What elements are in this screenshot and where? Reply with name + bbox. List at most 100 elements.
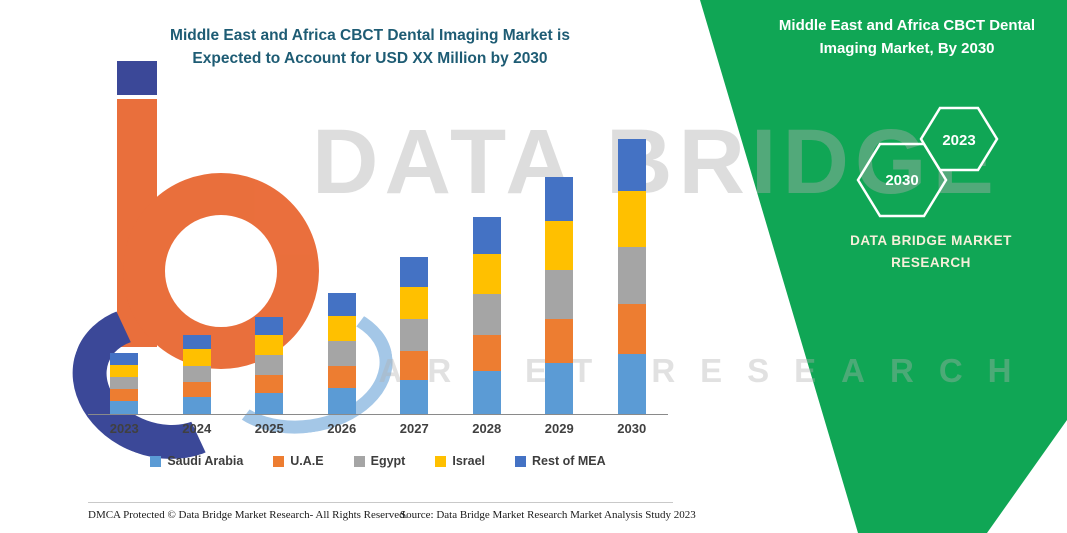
segment-egypt-2027 xyxy=(400,319,429,352)
chart-title: Middle East and Africa CBCT Dental Imagi… xyxy=(105,24,635,71)
chart-title-line2: Expected to Account for USD XX Million b… xyxy=(192,50,548,68)
segment-u-a-e-2030 xyxy=(617,303,646,355)
segment-rest-of-mea-2029 xyxy=(545,176,574,222)
x-axis-label-2026: 2026 xyxy=(327,421,357,436)
x-axis-label-2025: 2025 xyxy=(254,421,284,436)
legend-swatch-u-a-e xyxy=(273,455,285,467)
legend-item-israel: Israel xyxy=(435,454,485,468)
segment-rest-of-mea-2028 xyxy=(472,217,501,255)
hexagon-badges: 2030 2023 xyxy=(856,106,999,218)
bar-slot-2027 xyxy=(378,112,451,414)
stacked-bar-2029 xyxy=(545,176,574,414)
segment-egypt-2024 xyxy=(182,365,211,382)
segment-u-a-e-2027 xyxy=(400,351,429,380)
legend: Saudi Arabia U.A.E Egypt Israel Rest of MEA xyxy=(88,454,668,468)
legend-label-rest-of-mea: Rest of MEA xyxy=(532,454,606,468)
banner-title: Middle East and Africa CBCT Dental Imagi… xyxy=(758,14,1056,61)
segment-rest-of-mea-2027 xyxy=(400,257,429,287)
segment-u-a-e-2028 xyxy=(472,335,501,372)
segment-saudi-arabia-2030 xyxy=(617,354,646,414)
footer-source: Source: Data Bridge Market Research Mark… xyxy=(400,509,696,521)
segment-israel-2027 xyxy=(400,286,429,320)
banner-title-line2: Imaging Market, By 2030 xyxy=(819,40,995,58)
legend-label-israel: Israel xyxy=(452,454,486,468)
bar-slot-2025 xyxy=(233,112,306,414)
segment-rest-of-mea-2023 xyxy=(110,353,139,365)
brand-line2: RESEARCH xyxy=(891,254,971,270)
segment-israel-2030 xyxy=(617,190,646,247)
segment-egypt-2026 xyxy=(327,340,356,366)
segment-israel-2029 xyxy=(545,221,574,270)
brand-line1: DATA BRIDGE MARKET xyxy=(850,233,1012,248)
legend-label-u-a-e: U.A.E xyxy=(290,454,324,468)
legend-label-egypt: Egypt xyxy=(370,454,406,468)
legend-swatch-israel xyxy=(435,455,447,467)
watermark-market-research: MARKET RESEARCH xyxy=(326,352,1037,389)
legend-item-rest-of-mea: Rest of MEA xyxy=(515,454,606,468)
segment-rest-of-mea-2026 xyxy=(327,293,356,317)
segment-u-a-e-2024 xyxy=(182,381,211,397)
segment-israel-2028 xyxy=(472,254,501,295)
segment-saudi-arabia-2023 xyxy=(110,400,139,414)
segment-egypt-2029 xyxy=(545,269,574,320)
bar-slot-2026 xyxy=(306,112,379,414)
segment-egypt-2028 xyxy=(472,294,501,336)
stacked-bar-2025 xyxy=(255,317,284,414)
watermark-data-bridge: DATA BRIDGE xyxy=(312,111,1000,213)
segment-saudi-arabia-2026 xyxy=(327,388,356,414)
segment-egypt-2025 xyxy=(255,355,284,376)
segment-u-a-e-2029 xyxy=(545,319,574,363)
segment-israel-2026 xyxy=(327,316,356,341)
legend-label-saudi-arabia: Saudi Arabia xyxy=(167,454,244,468)
data-bridge-logo-icon xyxy=(50,55,402,484)
x-axis-labels: 2023 2024 2025 2026 2027 2028 2029 2030 xyxy=(88,421,668,436)
bar-slot-2024 xyxy=(161,112,234,414)
bar-slot-2030 xyxy=(596,112,669,414)
segment-israel-2025 xyxy=(255,335,284,356)
hexagon-2023-shape xyxy=(919,106,999,172)
footer-divider xyxy=(88,502,673,503)
x-axis-label-2027: 2027 xyxy=(399,421,429,436)
segment-egypt-2023 xyxy=(110,376,139,390)
stacked-bar-2028 xyxy=(472,217,501,414)
segment-saudi-arabia-2025 xyxy=(255,393,284,414)
bars-area xyxy=(88,112,668,415)
bar-slot-2023 xyxy=(88,112,161,414)
legend-item-egypt: Egypt xyxy=(353,454,406,468)
legend-item-u-a-e: U.A.E xyxy=(273,454,324,468)
plot-area: 2023 2024 2025 2026 2027 2028 2029 2030 Saudi A… xyxy=(88,112,668,468)
chart-title-line1: Middle East and Africa CBCT Dental Imagi… xyxy=(170,27,570,44)
segment-israel-2023 xyxy=(110,364,139,377)
legend-swatch-saudi-arabia xyxy=(150,455,162,467)
segment-u-a-e-2025 xyxy=(255,375,284,394)
stacked-bar-2024 xyxy=(182,335,211,414)
segment-rest-of-mea-2030 xyxy=(617,138,646,191)
segment-israel-2024 xyxy=(182,349,211,366)
segment-rest-of-mea-2025 xyxy=(255,317,284,336)
hexagon-2023-label: 2023 xyxy=(942,132,975,149)
stacked-bar-2030 xyxy=(617,138,646,414)
segment-saudi-arabia-2024 xyxy=(182,396,211,414)
segment-rest-of-mea-2024 xyxy=(182,335,211,350)
stacked-bar-2023 xyxy=(110,353,139,414)
legend-swatch-egypt xyxy=(353,455,365,467)
x-axis-label-2028: 2028 xyxy=(472,421,502,436)
brand-text: DATA BRIDGE MARKET RESEARCH xyxy=(802,230,1060,273)
segment-saudi-arabia-2027 xyxy=(400,379,429,414)
legend-swatch-rest-of-mea xyxy=(515,455,527,467)
segment-u-a-e-2026 xyxy=(327,365,356,389)
x-axis-label-2024: 2024 xyxy=(182,421,212,436)
bar-slot-2029 xyxy=(523,112,596,414)
footer-copyright: DMCA Protected © Data Bridge Market Rese… xyxy=(88,509,408,521)
stacked-bar-2027 xyxy=(400,257,429,414)
segment-saudi-arabia-2029 xyxy=(545,362,574,414)
banner-title-line1: Middle East and Africa CBCT Dental xyxy=(778,17,1036,34)
segment-egypt-2030 xyxy=(617,246,646,304)
x-axis-label-2030: 2030 xyxy=(617,421,647,436)
logo-cap-shape xyxy=(117,61,157,95)
bar-slot-2028 xyxy=(451,112,524,414)
stacked-bar-2026 xyxy=(327,293,356,414)
x-axis-label-2023: 2023 xyxy=(109,421,139,436)
segment-u-a-e-2023 xyxy=(110,389,139,401)
